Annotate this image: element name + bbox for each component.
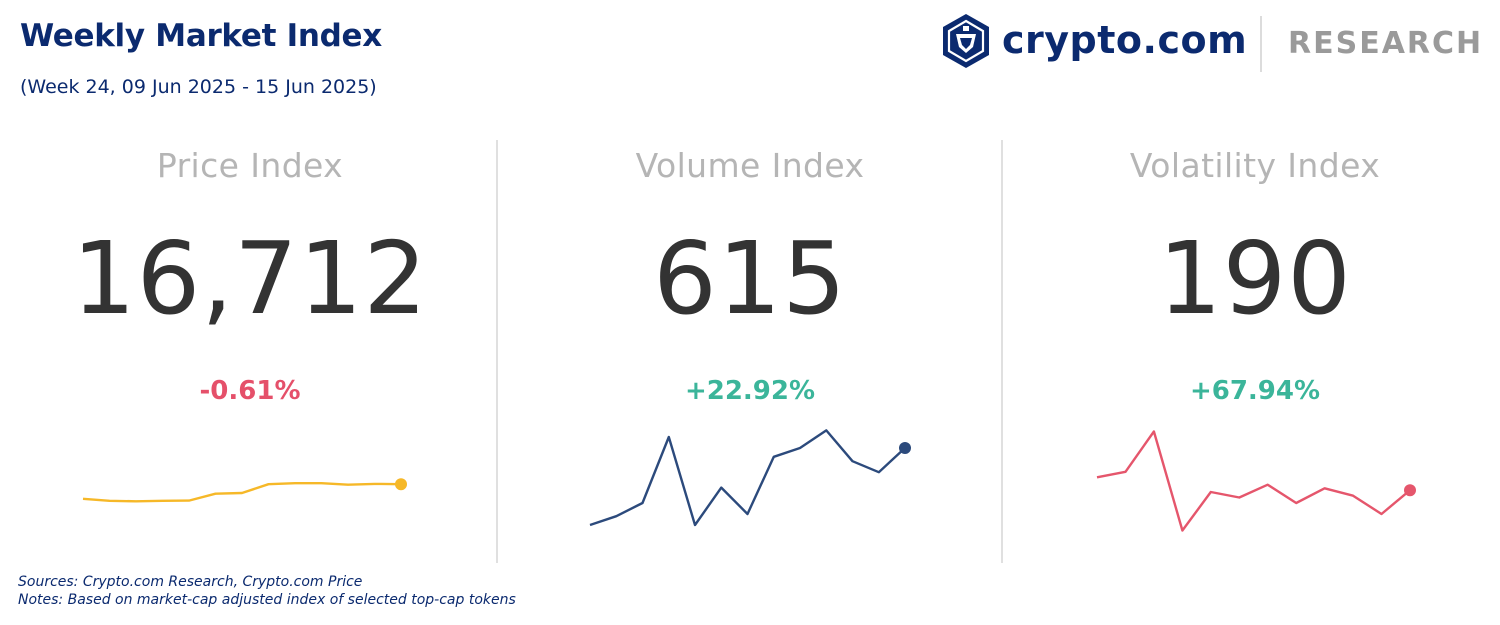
brand-section-label: RESEARCH xyxy=(1288,26,1484,61)
date-range-subtitle: (Week 24, 09 Jun 2025 - 15 Jun 2025) xyxy=(20,76,377,98)
price-index-sparkline xyxy=(82,478,407,503)
footer-sources: Sources: Crypto.com Research, Crypto.com… xyxy=(18,574,363,590)
volatility-index-title: Volatility Index xyxy=(1129,146,1381,185)
brand-divider xyxy=(1260,16,1262,72)
sparkline-series-line xyxy=(1096,430,1411,532)
brand-name: crypto.com xyxy=(1002,18,1248,62)
volatility-index-value: 190 xyxy=(1158,220,1352,337)
price-index-panel: Price Index 16,712 -0.61% xyxy=(0,140,500,565)
sparkline-last-point xyxy=(395,478,407,491)
volume-index-panel: Volume Index 615 +22.92% xyxy=(500,140,1000,565)
volatility-index-change: +67.94% xyxy=(1189,376,1321,406)
volatility-index-panel: Volatility Index 190 +67.94% xyxy=(1005,140,1500,565)
sparkline-series-line xyxy=(82,482,402,503)
page-title: Weekly Market Index xyxy=(20,18,382,54)
price-index-change: -0.61% xyxy=(199,376,301,406)
volume-index-title: Volume Index xyxy=(635,146,865,185)
sparkline-last-point xyxy=(1404,484,1416,497)
sparkline-series-line xyxy=(589,429,906,527)
brand-lockup: crypto.com RESEARCH xyxy=(940,12,1485,74)
volatility-index-sparkline xyxy=(1096,430,1416,532)
volume-index-value: 615 xyxy=(653,220,847,337)
price-index-title: Price Index xyxy=(156,146,344,185)
price-index-value: 16,712 xyxy=(72,220,428,337)
volume-index-sparkline xyxy=(589,429,911,527)
panel-divider-1 xyxy=(496,140,498,563)
footer-notes: Notes: Based on market-cap adjusted inde… xyxy=(18,592,516,608)
crypto-com-lion-shield-icon xyxy=(943,14,989,68)
volume-index-change: +22.92% xyxy=(684,376,816,406)
sparkline-last-point xyxy=(899,442,911,454)
panel-divider-2 xyxy=(1001,140,1003,563)
